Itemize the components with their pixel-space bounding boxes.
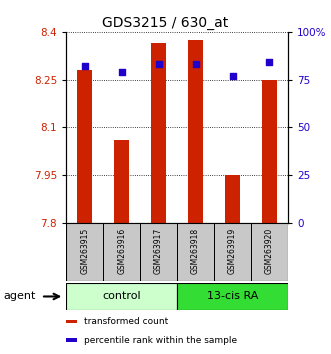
Text: GSM263918: GSM263918 (191, 228, 200, 274)
Bar (66, 320, 77, 323)
Bar (214, 223, 251, 281)
Bar (66, 283, 177, 310)
Bar (140, 223, 177, 281)
Text: control: control (102, 291, 141, 302)
Point (156, 62, 161, 67)
Bar (262, 80, 277, 223)
Bar (251, 223, 288, 281)
Bar (177, 223, 214, 281)
Bar (151, 43, 166, 223)
Point (119, 69, 124, 75)
Text: percentile rank within the sample: percentile rank within the sample (84, 336, 237, 344)
Bar (103, 223, 140, 281)
Text: GSM263917: GSM263917 (154, 228, 163, 274)
Text: GDS3215 / 630_at: GDS3215 / 630_at (102, 16, 229, 30)
Bar (188, 40, 203, 223)
Bar (225, 175, 240, 223)
Point (230, 73, 235, 79)
Point (82, 63, 87, 69)
Text: GSM263915: GSM263915 (80, 228, 89, 274)
Point (267, 59, 272, 65)
Text: transformed count: transformed count (84, 317, 168, 326)
Text: agent: agent (3, 291, 36, 302)
Text: GSM263916: GSM263916 (117, 228, 126, 274)
Bar (114, 140, 129, 223)
Point (193, 62, 198, 67)
Text: 13-cis RA: 13-cis RA (207, 291, 258, 302)
Bar (177, 283, 288, 310)
Bar (77, 70, 92, 223)
Bar (66, 338, 77, 342)
Text: GSM263920: GSM263920 (265, 228, 274, 274)
Bar (66, 223, 103, 281)
Text: GSM263919: GSM263919 (228, 228, 237, 274)
